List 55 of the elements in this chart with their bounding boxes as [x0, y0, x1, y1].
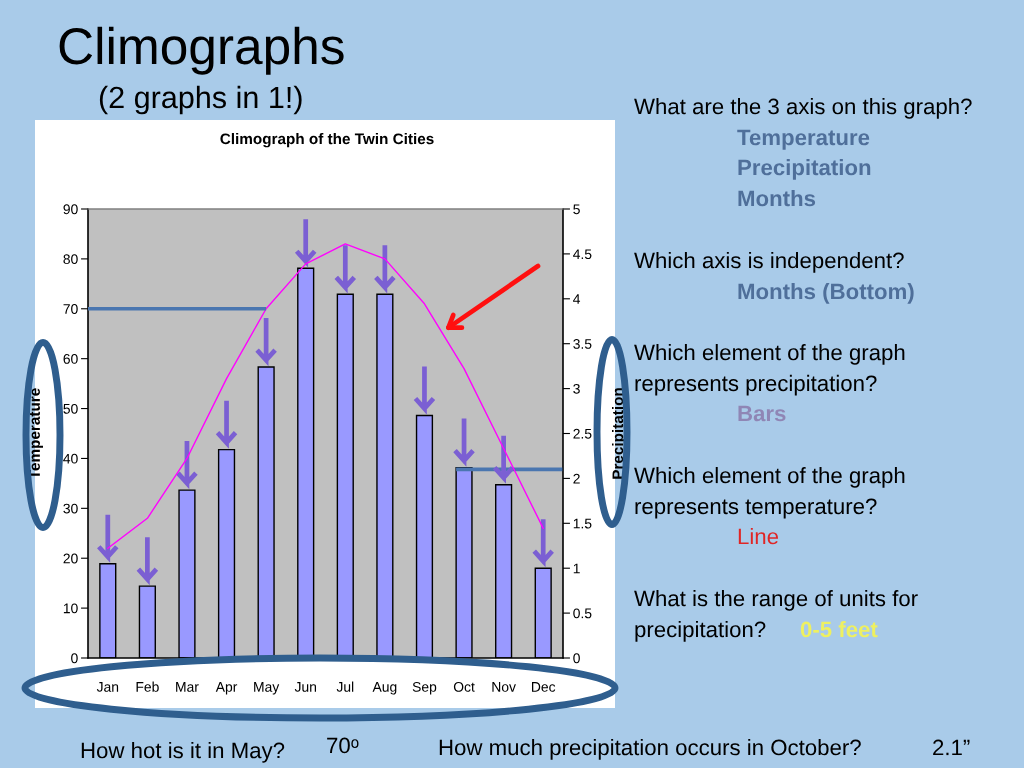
- y2-tick-label: 0.5: [573, 608, 592, 619]
- chart-title: Climographs: [59, 26, 344, 75]
- y-axis-title: Temperature: [29, 388, 43, 480]
- y2-tick-label: 5: [573, 204, 580, 215]
- text: Months (Bottom): [738, 283, 914, 304]
- y2-tick-label: 3: [573, 383, 580, 394]
- y2-axis-title: Precipitation: [612, 388, 627, 479]
- text: 70ᵒ: [327, 737, 359, 754]
- y-tick-label: 10: [63, 603, 78, 614]
- y2-tick-label: 2: [573, 473, 580, 484]
- x-tick-label: Jan: [96, 682, 119, 692]
- text: Climograph of the Twin Cities: [220, 133, 434, 148]
- y-tick-label: 60: [63, 354, 78, 364]
- x-tick-label: May: [254, 682, 280, 695]
- text: How much precipitation occurs in October?: [439, 739, 861, 760]
- x-tick-label: Dec: [532, 682, 556, 692]
- y-tick-label: 90: [63, 204, 78, 215]
- text: Bars: [738, 405, 786, 422]
- y2-tick-label: 2.5: [573, 428, 592, 439]
- y-tick-label: 20: [63, 553, 78, 564]
- y-tick-label: 30: [63, 503, 78, 514]
- x-tick-label: Oct: [453, 681, 475, 692]
- y2-tick-label: 4.5: [573, 249, 592, 260]
- text: Line: [738, 528, 779, 545]
- text: What are the 3 axis on this graph?: [634, 98, 972, 119]
- y-tick-label: 70: [63, 304, 78, 314]
- y2-tick-label: 0: [573, 653, 580, 664]
- y-tick-label: 50: [63, 403, 78, 414]
- y2-tick-label: 4: [573, 294, 581, 304]
- text: What is the range of units for: [634, 590, 918, 611]
- x-tick-label: Mar: [176, 682, 199, 692]
- x-tick-label: Aug: [372, 682, 397, 695]
- y-tick-label: 80: [63, 254, 78, 265]
- y-tick-label: 0: [71, 653, 78, 664]
- chart-subtitle: (2 graphs in 1!): [99, 85, 302, 115]
- y2-tick-label: 1.5: [573, 518, 592, 529]
- text: 2.1”: [933, 739, 970, 756]
- x-tick-label: Jul: [336, 681, 354, 692]
- text: Which axis is independent?: [634, 252, 904, 273]
- text: Temperature: [737, 129, 870, 150]
- text: Months: [738, 190, 816, 207]
- text: precipitation?: [635, 621, 766, 642]
- x-tick-label: Jun: [294, 682, 316, 692]
- text: Which element of the graph represents temperature?: [634, 467, 905, 519]
- x-tick-label: Apr: [215, 682, 238, 695]
- y2-tick-label: 1: [573, 563, 580, 574]
- x-tick-label: Sep: [412, 681, 437, 695]
- text: Which element of the graph represents precipitation?: [634, 344, 905, 396]
- y-tick-label: 40: [63, 453, 78, 464]
- x-tick-label: Nov: [492, 682, 516, 692]
- x-tick-label: Feb: [136, 681, 159, 692]
- y2-tick-label: 3.5: [573, 339, 592, 349]
- text: How hot is it in May?: [81, 742, 285, 763]
- text: 0-5 feet: [800, 621, 878, 638]
- text: Precipitation: [738, 159, 871, 180]
